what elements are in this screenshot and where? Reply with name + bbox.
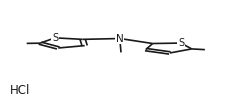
Text: S: S <box>178 38 184 48</box>
Text: HCl: HCl <box>10 84 30 97</box>
Text: N: N <box>116 33 124 44</box>
Text: S: S <box>52 33 58 43</box>
